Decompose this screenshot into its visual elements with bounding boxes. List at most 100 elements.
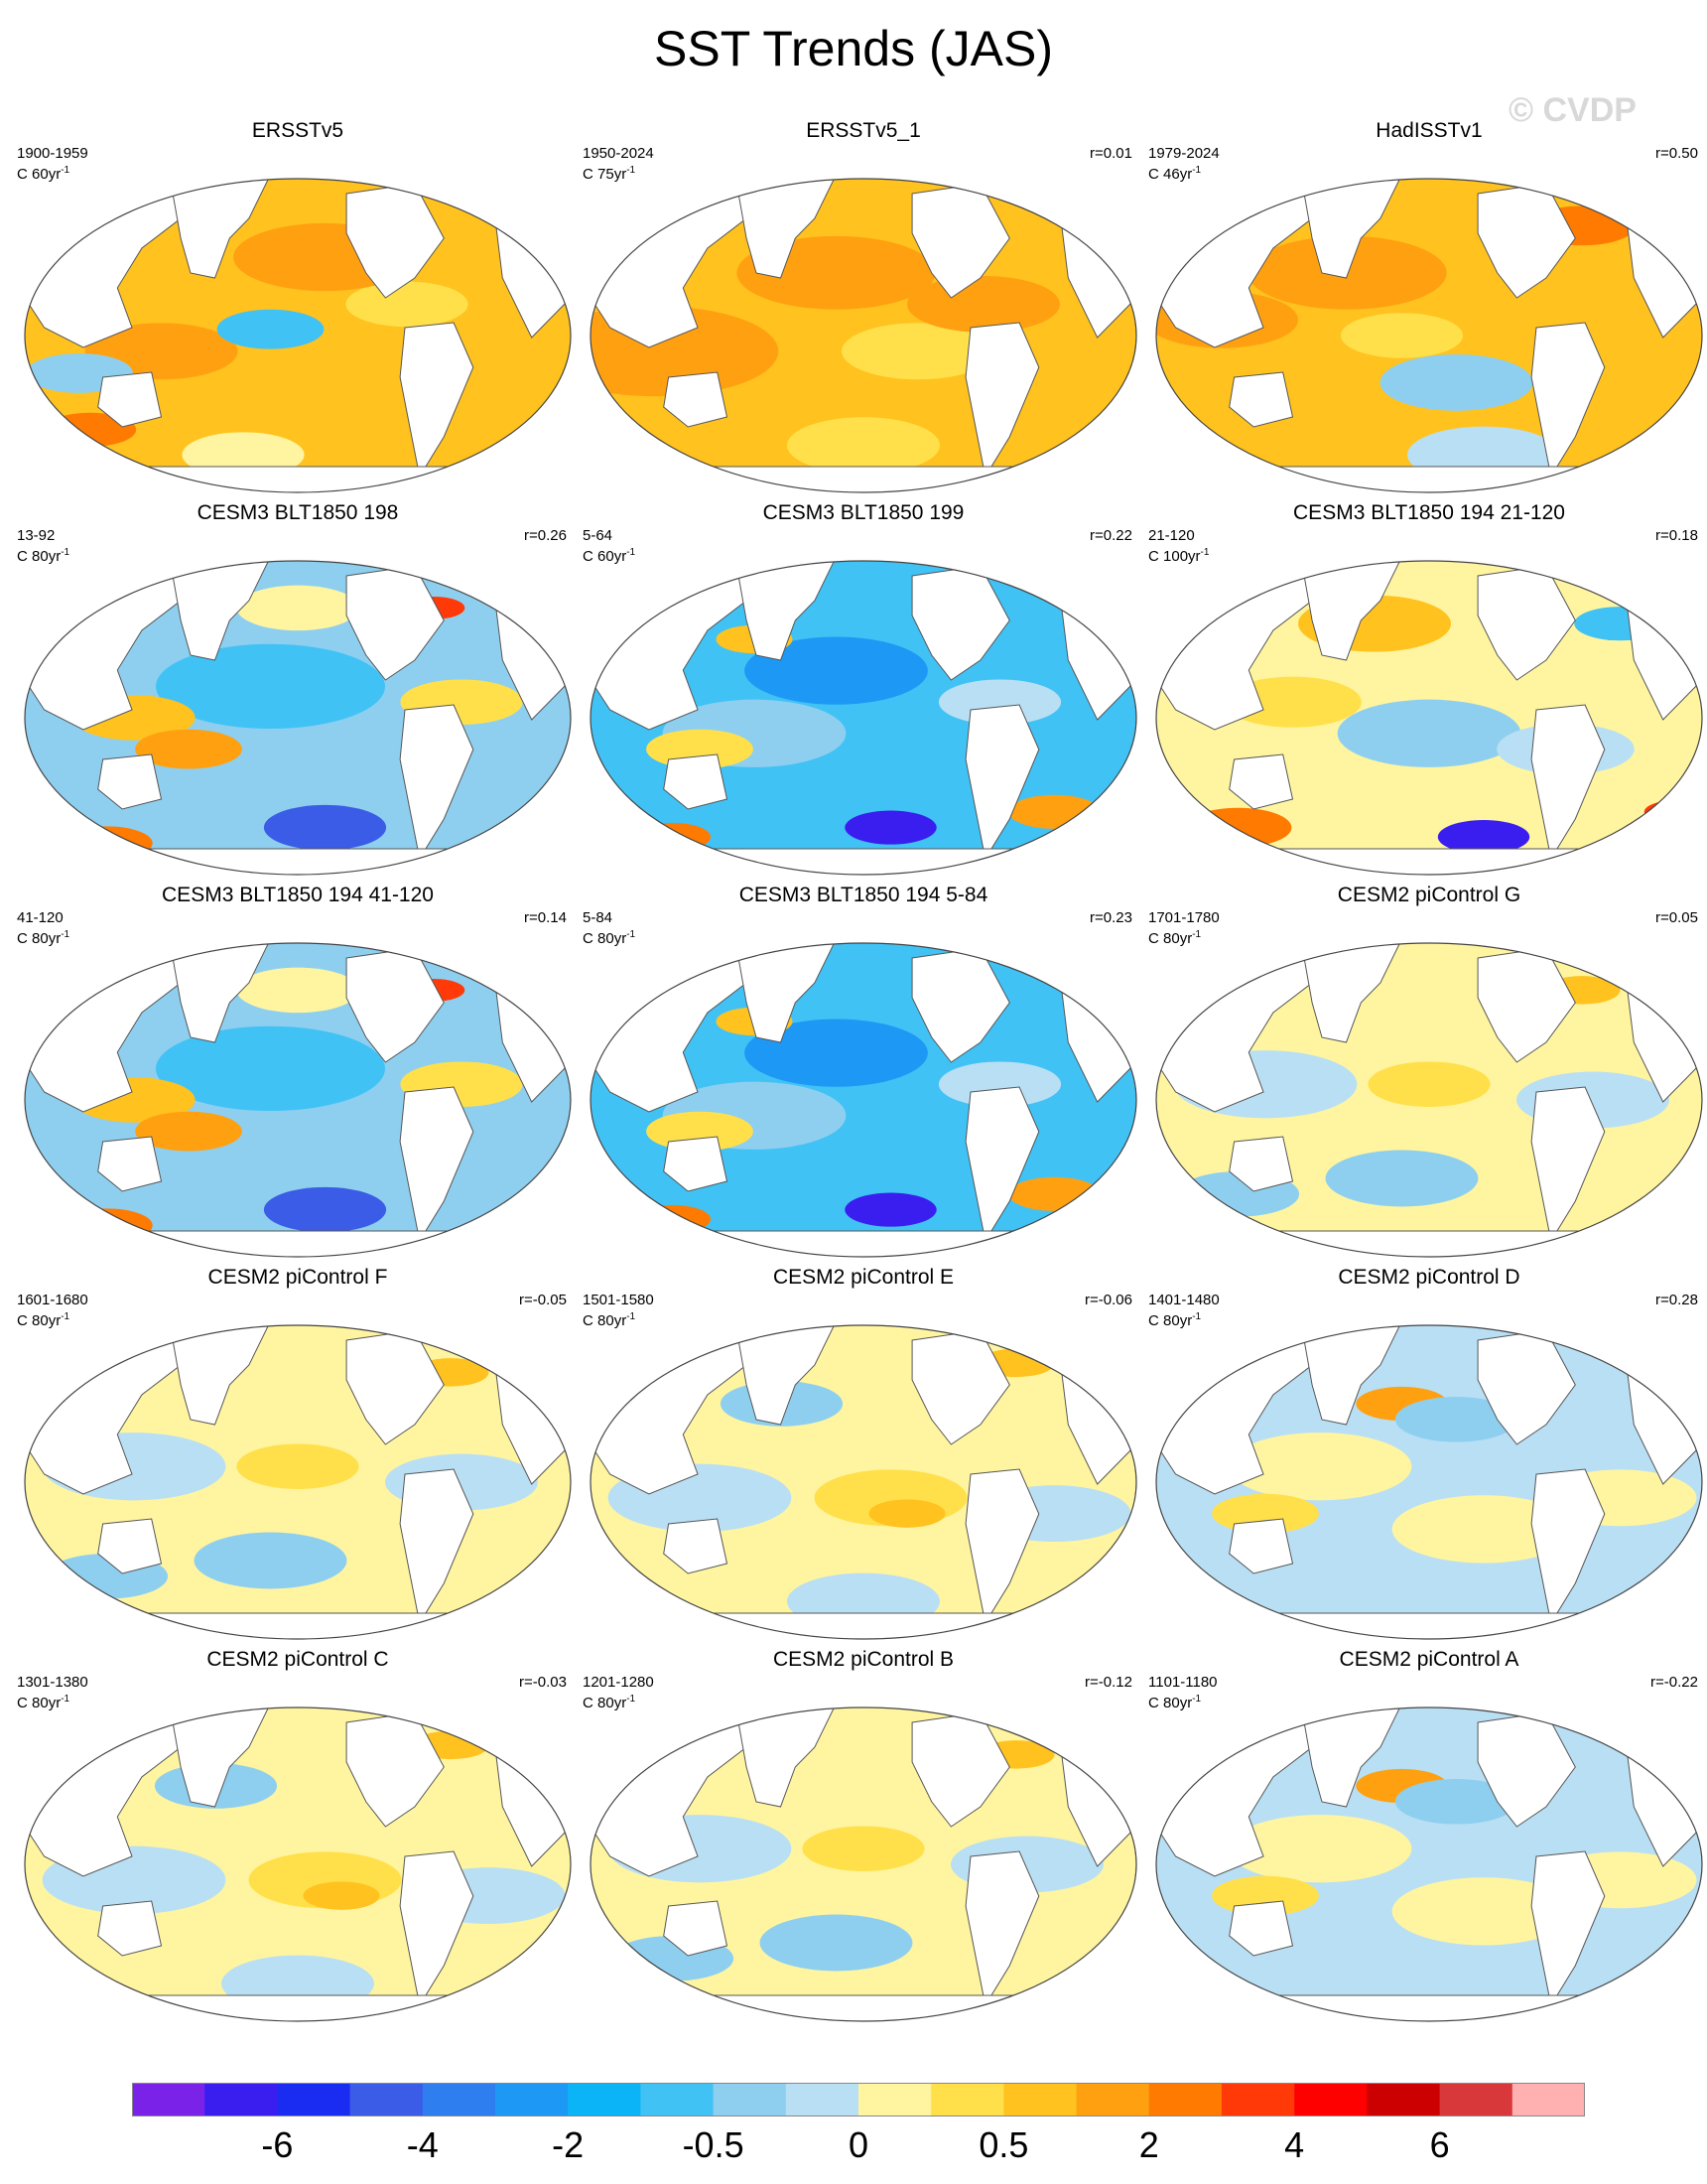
map-border <box>24 178 572 493</box>
robinson-map <box>590 942 1137 1258</box>
continent-landmass <box>1156 466 1702 492</box>
panel-units: C 80yr-1 <box>17 547 70 565</box>
sst-anomaly-patch <box>1394 1397 1518 1442</box>
panel-units: C 60yr-1 <box>17 165 70 183</box>
robinson-map <box>590 178 1137 493</box>
continent-landmass <box>965 1086 1040 1243</box>
panel-units: C 100yr-1 <box>1148 547 1210 565</box>
map-panel: CESM3 BLT1850 194 5-84 5-84 C 80yr-1 r=0.23 <box>581 884 1146 1261</box>
continent-landmass <box>965 322 1040 478</box>
robinson-map <box>1155 560 1703 876</box>
sst-anomaly-patch <box>156 1025 385 1112</box>
panel-title: ERSSTv5 <box>251 119 344 142</box>
panel-units: C 60yr-1 <box>583 547 636 565</box>
map-panel: CESM2 piControl G 1701-1780 C 80yr-1 r=0.05 <box>1146 884 1707 1261</box>
sst-anomaly-patch <box>1228 1815 1412 1883</box>
panel-correlation: r=0.26 <box>524 527 567 544</box>
map-border <box>24 560 572 876</box>
sst-anomaly-patch <box>634 1204 711 1234</box>
units-prefix: C <box>583 548 593 565</box>
colorbar-swatch <box>1367 2083 1441 2116</box>
sst-anomaly-patch <box>1394 1779 1518 1825</box>
colorbar-tick-label: 0.5 <box>979 2124 1029 2165</box>
map-border <box>590 942 1137 1258</box>
colorbar-swatch <box>1294 2083 1368 2116</box>
panel-title: ERSSTv5_1 <box>806 119 921 142</box>
panel-title: CESM2 piControl G <box>1337 884 1521 906</box>
map-panel: CESM2 piControl D 1401-1480 C 80yr-1 r=0.28 <box>1146 1266 1707 1643</box>
colorbar-swatch <box>1003 2083 1078 2116</box>
units-value: 60yr <box>597 548 627 565</box>
sst-anomaly-patch <box>1391 1877 1576 1946</box>
sst-anomaly-patch <box>61 1208 153 1243</box>
continent-landmass <box>1156 1994 1702 2021</box>
sst-anomaly-patch <box>1437 820 1530 855</box>
continent-landmass <box>399 322 474 478</box>
panel-title: CESM3 BLT1850 194 41-120 <box>162 884 434 906</box>
continent-landmass <box>591 848 1136 875</box>
continent-landmass <box>1301 561 1401 661</box>
units-prefix: C <box>17 1312 28 1329</box>
units-prefix: C <box>17 1695 28 1711</box>
panel-correlation: r=0.28 <box>1655 1292 1698 1308</box>
colorbar-swatch <box>858 2083 932 2116</box>
panel-years: 1401-1480 <box>1148 1292 1220 1308</box>
continent-landmass <box>735 943 836 1043</box>
sst-anomaly-patch <box>263 804 387 851</box>
panel-years: 5-64 <box>583 527 613 544</box>
map-border <box>1155 1706 1703 2022</box>
units-prefix: C <box>17 548 28 565</box>
units-prefix: C <box>1148 166 1159 183</box>
continent-landmass <box>25 1994 571 2021</box>
continent-landmass <box>735 561 836 661</box>
sst-anomaly-patch <box>845 1192 937 1227</box>
panel-title: CESM2 piControl C <box>206 1648 389 1671</box>
panel-correlation: r=0.05 <box>1655 909 1698 926</box>
continent-landmass <box>965 704 1040 861</box>
sst-anomaly-patch <box>1325 1150 1479 1207</box>
map-border <box>24 1324 572 1640</box>
panel-years: 1301-1380 <box>17 1674 88 1691</box>
continent-landmass <box>1301 1325 1401 1426</box>
units-prefix: C <box>583 1312 593 1329</box>
robinson-map <box>590 1706 1137 2022</box>
sst-anomaly-patch <box>1337 699 1521 767</box>
panel-correlation: r=-0.03 <box>519 1674 567 1691</box>
sst-anomaly-patch <box>1008 1176 1101 1211</box>
continent-landmass <box>1530 322 1606 478</box>
units-prefix: C <box>583 1695 593 1711</box>
sst-anomaly-patch <box>938 1061 1062 1107</box>
continent-landmass <box>1301 943 1401 1043</box>
panel-years: 13-92 <box>17 527 56 544</box>
sst-anomaly-patch <box>135 729 242 769</box>
colorbar-swatch <box>422 2083 496 2116</box>
sst-anomaly-patch <box>634 822 711 852</box>
continent-landmass <box>1530 1850 1606 2007</box>
units-prefix: C <box>17 930 28 947</box>
continent-landmass <box>663 1900 728 1957</box>
sst-anomaly-patch <box>1340 313 1464 358</box>
colorbar-tick-label: 2 <box>1138 2124 1159 2165</box>
panel-years: 1900-1959 <box>17 145 88 162</box>
continent-landmass <box>1229 1518 1294 1574</box>
sst-anomaly-patch <box>845 810 937 845</box>
panel-title: CESM2 piControl D <box>1338 1266 1520 1289</box>
figure-title: SST Trends (JAS) <box>654 21 1053 76</box>
map-border <box>590 178 1137 493</box>
panel-units: C 46yr-1 <box>1148 165 1202 183</box>
panel-units: C 80yr-1 <box>17 1311 70 1329</box>
panel-years: 41-120 <box>17 909 64 926</box>
robinson-map <box>24 1706 572 2022</box>
panel-units: C 80yr-1 <box>583 1311 636 1329</box>
continent-landmass <box>1301 1707 1401 1808</box>
panel-years: 1979-2024 <box>1148 145 1220 162</box>
colorbar-swatch <box>568 2083 641 2116</box>
map-panel: CESM2 piControl F 1601-1680 C 80yr-1 r=-0.0… <box>15 1266 581 1643</box>
sst-anomaly-patch <box>1228 1433 1412 1501</box>
map-panel: CESM3 BLT1850 194 21-120 21-120 C 100yr-1 r… <box>1146 501 1707 879</box>
map-panel: ERSSTv5 1900-1959 C 60yr-1 <box>15 119 581 496</box>
continent-landmass <box>170 179 270 279</box>
units-value: 80yr <box>597 1312 627 1329</box>
sst-anomaly-patch <box>1368 1061 1491 1107</box>
panel-units: C 80yr-1 <box>1148 929 1202 947</box>
